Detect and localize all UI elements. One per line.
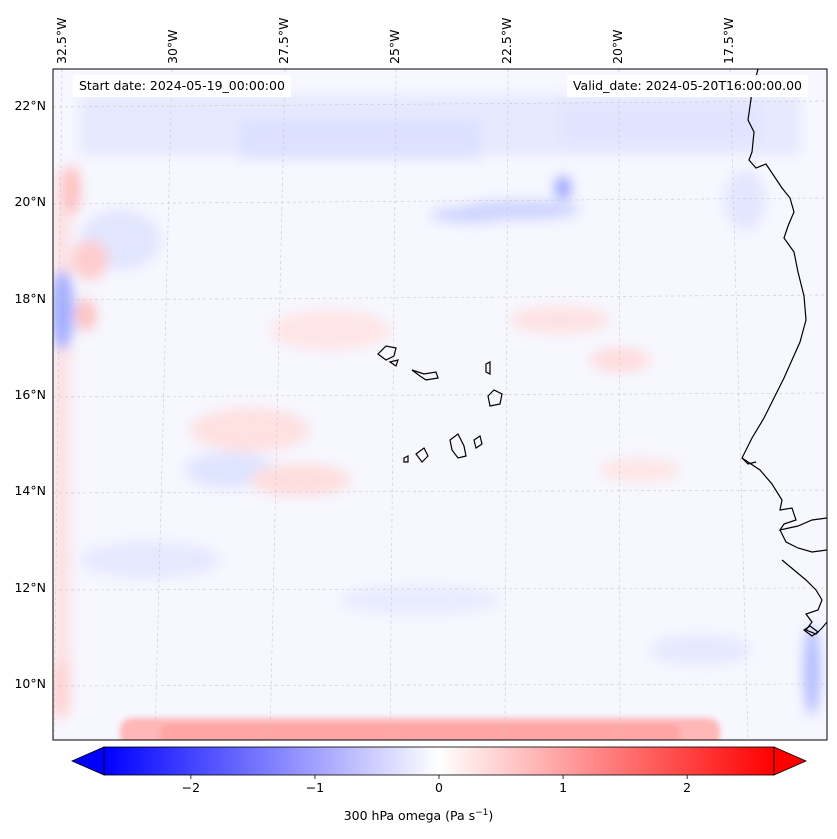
- africa-coastline: [741, 69, 827, 531]
- island-boa-vista: [487, 389, 503, 407]
- island-maio: [473, 435, 483, 449]
- lon-label-25w: 25°W: [387, 29, 402, 64]
- lon-label-20w: 20°W: [610, 29, 625, 64]
- colorbar-extend-low: [71, 746, 105, 776]
- colorbar-label-close: ): [488, 808, 494, 824]
- start-date-label: Start date: 2024-05-19_00:00:00: [73, 75, 291, 97]
- lon-label-27-5w: 27.5°W: [276, 17, 291, 64]
- colorbar-label-exponent: −1: [475, 808, 489, 818]
- colorbar-label-text: 300 hPa omega (Pa s: [343, 808, 476, 824]
- lat-label-18n: 18°N: [14, 291, 46, 306]
- colorbar-tick-label: −2: [181, 780, 201, 795]
- colorbar-tick-label: 1: [559, 780, 568, 795]
- lat-label-12n: 12°N: [14, 580, 46, 595]
- lon-label-17-5w: 17.5°W: [721, 17, 736, 64]
- colorbar-ticks: [190, 775, 688, 779]
- island-fogo: [415, 447, 429, 463]
- gridlines: [53, 69, 827, 740]
- coastal-islet-1: [802, 625, 820, 637]
- colorbar-body: [103, 746, 775, 776]
- lon-label-22-5w: 22.5°W: [499, 17, 514, 64]
- lat-label-16n: 16°N: [14, 387, 46, 402]
- island-sao-nicolau: [411, 369, 439, 381]
- island-sao-vicente: [388, 359, 399, 367]
- lon-label-30w: 30°W: [165, 29, 180, 64]
- valid-date-label: Valid_date: 2024-05-20T16:00:00.00: [566, 75, 808, 97]
- map-frame: [52, 68, 828, 741]
- colorbar-tick-label: 2: [683, 780, 692, 795]
- lat-label-22n: 22°N: [14, 98, 46, 113]
- lon-label-32-5w: 32.5°W: [54, 17, 69, 64]
- island-santo-antao: [377, 345, 397, 361]
- lat-label-20n: 20°N: [14, 194, 46, 209]
- omega-field: [53, 69, 827, 740]
- island-santiago: [449, 433, 467, 459]
- colorbar-extend-high: [773, 746, 807, 776]
- colorbar-tick-label: −1: [305, 780, 325, 795]
- island-sal: [485, 361, 491, 375]
- island-brava: [403, 455, 409, 463]
- lat-label-14n: 14°N: [14, 483, 46, 498]
- colorbar-tick-label: 0: [435, 780, 443, 795]
- cape-verde-islands: [377, 345, 503, 463]
- gambia-coast: [779, 529, 827, 553]
- lat-label-10n: 10°N: [14, 676, 46, 691]
- colorbar-label: 300 hPa omega (Pa s−1): [0, 808, 837, 823]
- dakar-cap: [741, 457, 757, 465]
- colorbar: [71, 746, 807, 779]
- coastlines: [741, 69, 827, 637]
